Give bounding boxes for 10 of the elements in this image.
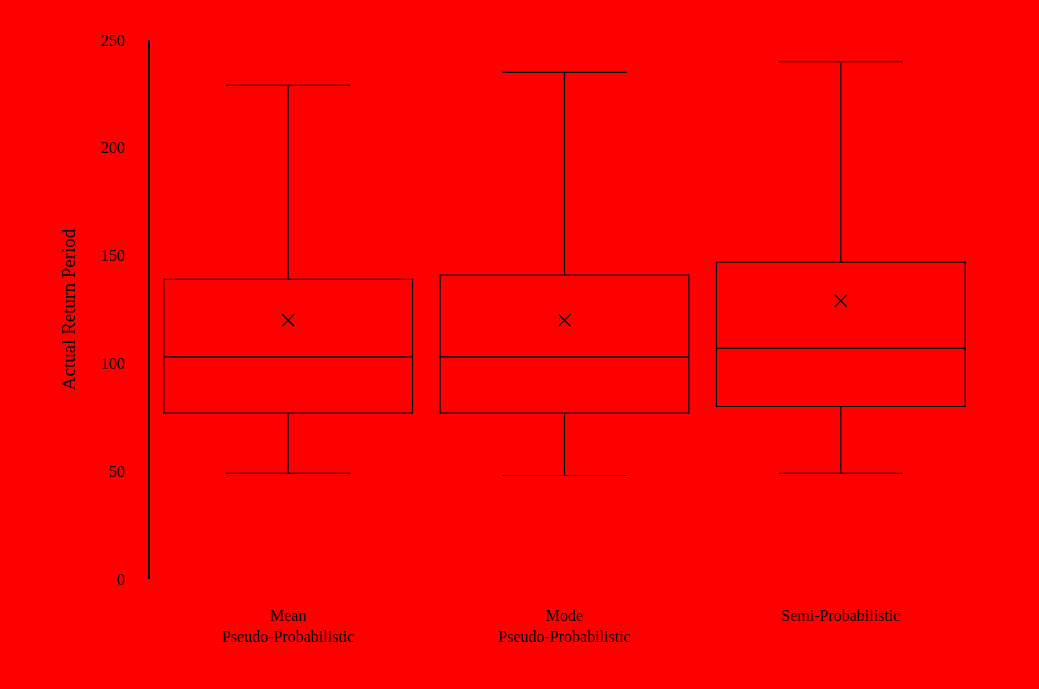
x-tick-label: Mode Pseudo-Probabilistic <box>498 607 631 645</box>
x-tick-label: Semi-Probabilistic <box>781 607 901 624</box>
y-tick-label: 150 <box>101 247 126 265</box>
y-tick-label: 250 <box>101 31 126 49</box>
y-tick-label: 100 <box>101 355 126 372</box>
y-tick-label: 0 <box>117 570 126 588</box>
y-tick-label: 200 <box>101 139 126 157</box>
y-axis-title: Actual Return Period <box>58 228 80 391</box>
x-tick-label: Mean Pseudo-Probabilistic <box>221 607 355 645</box>
y-tick-label: 50 <box>109 462 126 480</box>
